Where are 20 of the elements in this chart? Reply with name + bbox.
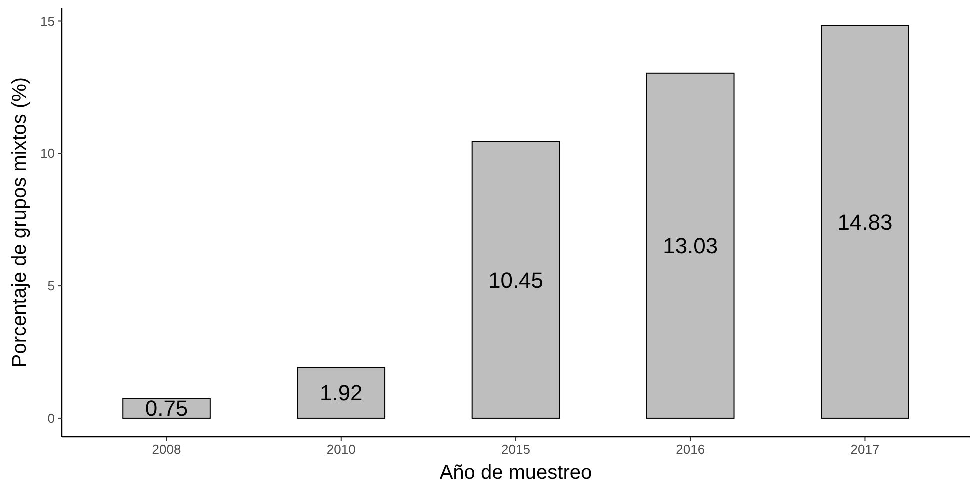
x-axis-title: Año de muestreo bbox=[440, 462, 592, 484]
x-tick-label: 2010 bbox=[326, 442, 356, 457]
y-tick-label: 5 bbox=[48, 278, 55, 294]
data-label: 1.92 bbox=[320, 380, 363, 406]
bar bbox=[297, 367, 386, 419]
x-tick-label: 2008 bbox=[152, 442, 182, 457]
x-tick-label: 2017 bbox=[850, 442, 880, 457]
y-tick-label: 10 bbox=[40, 146, 55, 162]
data-label: 14.83 bbox=[838, 210, 893, 235]
bar bbox=[472, 141, 560, 419]
data-label: 0.75 bbox=[145, 396, 188, 422]
y-axis-title: Porcentaje de grupos mixtos (%) bbox=[9, 77, 31, 368]
bar bbox=[646, 72, 735, 419]
data-label: 13.03 bbox=[663, 234, 718, 259]
bar bbox=[821, 25, 910, 419]
data-label: 10.45 bbox=[488, 268, 544, 293]
x-tick-label: 2015 bbox=[502, 442, 530, 457]
x-tick-label: 2016 bbox=[676, 442, 706, 457]
y-tick-label: 15 bbox=[40, 14, 55, 29]
y-tick-label: 0 bbox=[48, 411, 55, 426]
